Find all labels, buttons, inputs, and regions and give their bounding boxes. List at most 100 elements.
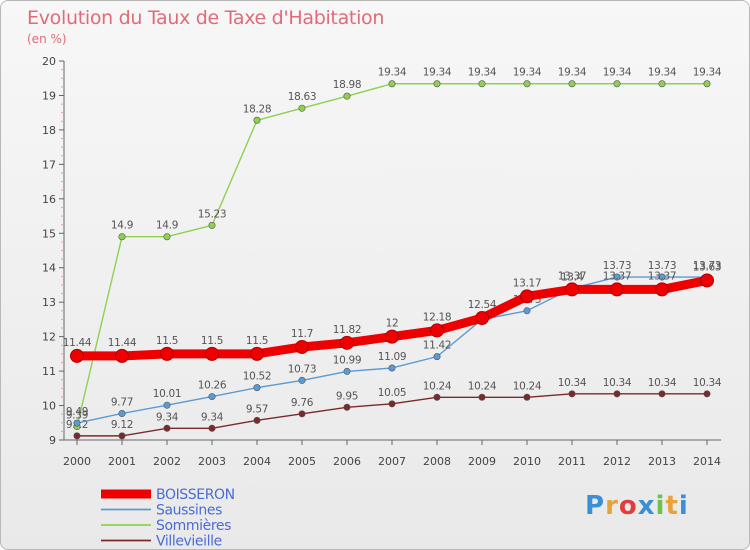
data-point-villevieille: [73, 432, 81, 440]
data-label-boisseron: 13.37: [603, 270, 632, 282]
data-label-sommieres: 19.34: [648, 67, 677, 79]
data-label-saussines: 10.73: [288, 363, 317, 375]
x-tick-label: 2001: [108, 455, 136, 468]
data-point-sommieres: [703, 80, 711, 88]
data-point-saussines: [523, 307, 531, 315]
proxiti-logo: Proxiti: [585, 491, 689, 521]
data-point-sommieres: [298, 104, 306, 112]
series-line-sommieres: [76, 83, 708, 428]
data-point-sommieres: [208, 221, 216, 229]
logo-letter: i: [678, 491, 689, 521]
data-label-saussines: 10.52: [243, 371, 272, 383]
data-label-boisseron: 12.54: [468, 299, 497, 311]
data-label-villevieille: 9.12: [111, 419, 133, 431]
legend-label-sommieres: Sommières: [156, 518, 231, 534]
data-label-sommieres: 19.34: [468, 67, 497, 79]
data-label-sommieres: 14.9: [111, 220, 133, 232]
data-point-villevieille: [433, 393, 441, 401]
x-tick-label: 2010: [513, 455, 541, 468]
y-tick-label: 19: [42, 89, 56, 102]
x-tick-label: 2004: [243, 455, 271, 468]
data-label-villevieille: 9.57: [246, 403, 268, 415]
data-label-saussines: 10.99: [333, 354, 362, 366]
data-point-sommieres: [523, 80, 531, 88]
data-label-villevieille: 10.34: [603, 377, 632, 389]
data-label-sommieres: 15.23: [198, 208, 227, 220]
data-point-sommieres: [658, 80, 666, 88]
y-tick-label: 17: [42, 158, 56, 171]
y-tick-label: 11: [42, 365, 56, 378]
x-tick-label: 2008: [423, 455, 451, 468]
data-point-villevieille: [658, 390, 666, 398]
data-label-boisseron: 11.5: [201, 335, 223, 347]
data-point-villevieille: [703, 390, 711, 398]
data-label-villevieille: 10.05: [378, 387, 407, 399]
data-point-sommieres: [253, 116, 261, 124]
legend-item-villevieille: Villevieille: [101, 534, 222, 550]
data-label-sommieres: 18.28: [243, 103, 272, 115]
data-label-boisseron: 11.44: [108, 337, 137, 349]
legend-label-villevieille: Villevieille: [156, 534, 222, 550]
data-label-boisseron: 11.7: [291, 328, 313, 340]
x-tick-label: 2014: [693, 455, 721, 468]
data-label-sommieres: 14.9: [156, 220, 178, 232]
data-point-boisseron: [205, 346, 219, 361]
series-boisseron: 11.44 11.44 11.5 11.5 11.5 11.7 11.82 12 12.18 12…: [63, 261, 722, 363]
data-label-saussines: 13.73: [648, 260, 677, 272]
data-point-boisseron: [520, 289, 534, 304]
data-label-saussines: 13.73: [603, 260, 632, 272]
data-point-villevieille: [388, 400, 396, 408]
data-point-boisseron: [250, 346, 264, 361]
data-label-villevieille: 9.76: [291, 397, 314, 409]
data-label-saussines: 11.42: [423, 340, 452, 352]
logo-letter: P: [585, 491, 606, 521]
data-point-villevieille: [478, 393, 486, 401]
series-sommieres: 9.39 14.9 14.9 15.23 18.28 18.63 18.98 19.34 19.…: [66, 67, 722, 431]
data-point-saussines: [658, 273, 666, 281]
data-label-saussines: 10.26: [198, 380, 227, 392]
data-label-villevieille: 9.34: [156, 411, 179, 423]
data-point-sommieres: [568, 80, 576, 88]
data-point-sommieres: [478, 80, 486, 88]
logo-letter: t: [665, 491, 679, 521]
x-tick-label: 2011: [558, 455, 586, 468]
data-label-boisseron: 12.18: [423, 311, 452, 323]
data-point-saussines: [433, 353, 441, 361]
data-point-villevieille: [613, 390, 621, 398]
data-point-boisseron: [475, 311, 489, 326]
data-point-boisseron: [295, 339, 309, 354]
x-tick-label: 2006: [333, 455, 361, 468]
y-tick-label: 16: [42, 193, 56, 206]
data-point-villevieille: [343, 403, 351, 411]
logo-letter: o: [618, 491, 638, 521]
data-point-boisseron: [430, 323, 444, 338]
data-point-boisseron: [70, 348, 84, 363]
data-point-boisseron: [610, 282, 624, 297]
data-label-saussines: 13.4: [561, 271, 584, 283]
data-label-villevieille: 10.24: [468, 380, 497, 392]
data-label-villevieille: 10.24: [513, 380, 542, 392]
data-label-boisseron: 11.82: [333, 324, 362, 336]
logo-letter: i: [655, 491, 666, 521]
data-point-saussines: [118, 409, 126, 417]
data-point-boisseron: [565, 282, 579, 297]
data-point-villevieille: [568, 390, 576, 398]
data-label-sommieres: 19.34: [693, 67, 722, 79]
data-label-boisseron: 11.5: [156, 335, 178, 347]
data-point-boisseron: [655, 282, 669, 297]
data-label-villevieille: 9.95: [336, 390, 358, 402]
data-label-sommieres: 19.34: [513, 67, 542, 79]
data-point-boisseron: [385, 329, 399, 344]
data-label-sommieres: 19.34: [378, 67, 407, 79]
chart-title: Evolution du Taux de Taxe d'Habitation: [27, 7, 385, 29]
data-label-saussines: 9.49: [66, 406, 88, 418]
data-point-villevieille: [253, 416, 261, 424]
x-tick-label: 2005: [288, 455, 316, 468]
data-point-boisseron: [115, 348, 129, 363]
data-point-saussines: [388, 364, 396, 372]
data-point-villevieille: [523, 393, 531, 401]
series-villevieille: 9.129.129.349.349.579.769.9510.0510.2410…: [66, 377, 722, 440]
data-point-saussines: [298, 376, 306, 384]
data-point-sommieres: [433, 80, 441, 88]
y-tick-label: 9: [49, 434, 56, 447]
